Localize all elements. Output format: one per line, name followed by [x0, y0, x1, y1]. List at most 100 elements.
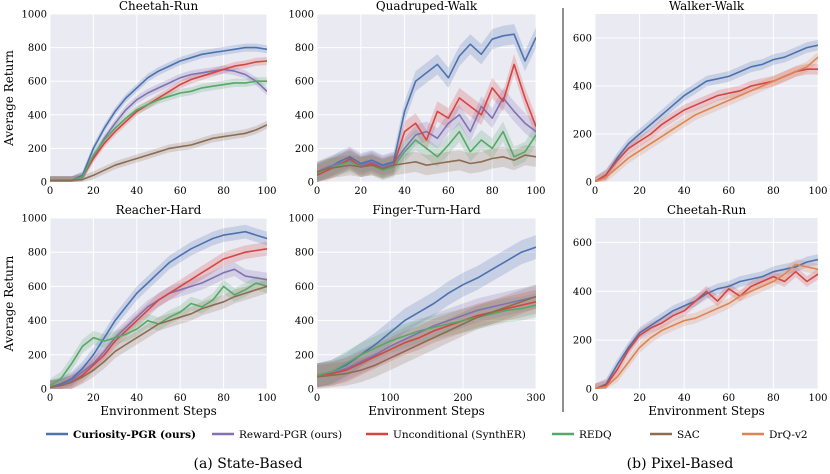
- x-tick-label: 20: [87, 186, 100, 197]
- y-axis-label: Average Return: [2, 50, 16, 147]
- legend: Curiosity-PGR (ours) Reward-PGR (ours) Unc…: [46, 429, 808, 441]
- legend-label: DrQ-v2: [769, 429, 808, 441]
- band-reward: [50, 262, 267, 389]
- line-curiosity: [595, 44, 818, 182]
- x-axis-label: Environment Steps: [648, 404, 765, 418]
- line-sac: [50, 285, 267, 389]
- y-tick-label: 200: [28, 144, 47, 155]
- y-tick-label: 200: [573, 130, 592, 141]
- y-tick-label: 0: [308, 385, 314, 396]
- band-curiosity: [595, 39, 818, 182]
- panel-title: Finger-Turn-Hard: [372, 203, 481, 217]
- x-tick-label: 0: [47, 393, 53, 404]
- y-tick-label: 200: [295, 144, 314, 155]
- x-tick-label: 100: [526, 186, 545, 197]
- band-sac: [317, 284, 536, 389]
- x-tick-label: 80: [217, 393, 230, 404]
- x-tick-label: 0: [592, 186, 598, 197]
- x-tick-label: 40: [678, 393, 691, 404]
- panel-title: Reacher-Hard: [116, 203, 202, 217]
- legend-label: REDQ: [579, 429, 612, 441]
- series-group: [317, 24, 536, 182]
- x-tick-label: 0: [592, 393, 598, 404]
- line-curiosity: [317, 33, 536, 175]
- x-tick-label: 20: [633, 393, 646, 404]
- line-uncond: [317, 301, 536, 377]
- caption-state-based: (a) State-Based: [194, 456, 303, 472]
- x-tick-label: 20: [87, 393, 100, 404]
- y-tick-label: 400: [295, 316, 314, 327]
- y-tick-label: 800: [295, 43, 314, 54]
- legend-label: Reward-PGR (ours): [239, 429, 342, 441]
- y-tick-label: 600: [28, 77, 47, 88]
- x-tick-label: 100: [257, 393, 276, 404]
- legend-label: Unconditional (SynthER): [393, 429, 526, 441]
- y-tick-label: 800: [28, 43, 47, 54]
- y-tick-label: 200: [295, 350, 314, 361]
- line-redq: [317, 130, 536, 175]
- line-sac: [317, 154, 536, 173]
- x-tick-label: 0: [314, 186, 320, 197]
- legend-item-uncond: Unconditional (SynthER): [366, 429, 526, 441]
- legend-item-drq: DrQ-v2: [742, 429, 808, 441]
- x-tick-label: 20: [633, 186, 646, 197]
- series-group: [50, 224, 267, 389]
- y-tick-label: 1000: [22, 214, 47, 225]
- line-curiosity: [50, 230, 267, 389]
- band-drq: [595, 259, 818, 389]
- x-tick-label: 0: [314, 393, 320, 404]
- y-tick-label: 1000: [289, 10, 314, 21]
- x-tick-label: 40: [398, 186, 411, 197]
- y-tick-label: 400: [28, 110, 47, 121]
- y-tick-label: 800: [295, 248, 314, 259]
- y-tick-label: 0: [41, 385, 47, 396]
- y-tick-label: 1000: [22, 10, 47, 21]
- y-tick-label: 200: [573, 336, 592, 347]
- line-redq: [50, 80, 267, 182]
- panel-2: 0 200 400 600 800 1000 0 20 40 60 80 100 Quadruped-W…: [289, 0, 546, 197]
- x-tick-label: 80: [486, 186, 499, 197]
- line-sac: [317, 295, 536, 378]
- legend-item-curiosity: Curiosity-PGR (ours): [46, 429, 196, 441]
- band-curiosity: [317, 24, 536, 182]
- line-uncond: [50, 60, 267, 182]
- x-tick-label: 100: [380, 393, 399, 404]
- panel-5: 0 200 400 600 800 1000 0 100 200 300 Finger-Turn-H…: [289, 203, 546, 418]
- x-tick-label: 80: [767, 393, 780, 404]
- x-tick-label: 100: [257, 186, 276, 197]
- line-drq: [595, 263, 818, 389]
- panel-6: 0 200 400 600 0 20 40 60 80 100 Cheetah-Run Environ…: [573, 203, 828, 418]
- line-redq: [317, 304, 536, 377]
- legend-item-reward: Reward-PGR (ours): [212, 429, 342, 441]
- x-tick-label: 60: [722, 186, 735, 197]
- y-tick-label: 1000: [289, 214, 314, 225]
- y-tick-label: 400: [573, 82, 592, 93]
- x-axis-label: Environment Steps: [100, 404, 217, 418]
- x-axis-label: Environment Steps: [368, 404, 485, 418]
- y-tick-label: 0: [586, 178, 592, 189]
- band-reward: [317, 284, 536, 388]
- plot-area: [595, 14, 818, 182]
- line-uncond: [595, 270, 818, 389]
- panel-4: 0 200 400 600 800 1000 0 20 40 60 80 100 Reacher-Har…: [2, 203, 277, 418]
- band-uncond: [595, 63, 818, 182]
- x-tick-label: 40: [130, 393, 143, 404]
- y-tick-label: 400: [295, 110, 314, 121]
- x-tick-label: 80: [767, 186, 780, 197]
- y-axis-label: Average Return: [2, 255, 16, 352]
- series-group: [595, 39, 818, 182]
- x-tick-label: 100: [808, 393, 827, 404]
- x-tick-label: 40: [678, 186, 691, 197]
- series-group: [50, 43, 267, 182]
- x-tick-label: 60: [174, 393, 187, 404]
- series-group: [595, 254, 818, 389]
- plot-area: [50, 218, 267, 389]
- y-tick-label: 0: [41, 178, 47, 189]
- x-tick-label: 0: [47, 186, 53, 197]
- band-curiosity: [50, 224, 267, 389]
- y-tick-label: 600: [295, 77, 314, 88]
- y-tick-label: 0: [586, 385, 592, 396]
- line-curiosity: [595, 258, 818, 389]
- line-uncond: [317, 63, 536, 177]
